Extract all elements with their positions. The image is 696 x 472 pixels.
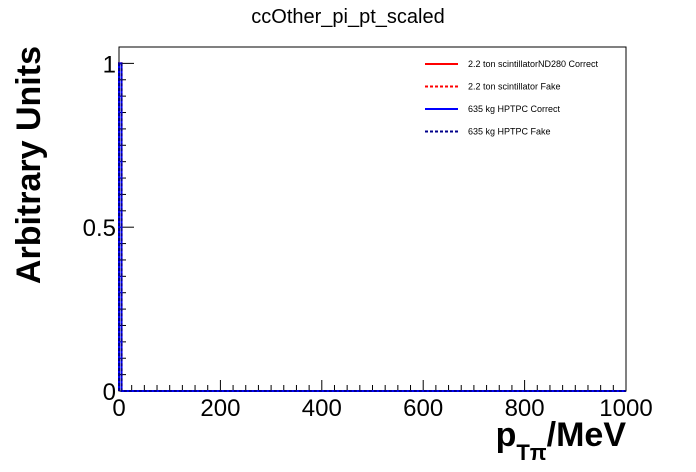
legend-label: 2.2 ton scintillator Fake bbox=[468, 82, 561, 92]
x-tick-label: 0 bbox=[112, 395, 125, 422]
x-tick-label: 1000 bbox=[599, 395, 652, 422]
y-tick-label: 1 bbox=[103, 51, 116, 78]
series-layer bbox=[118, 62, 626, 392]
x-tick-label: 800 bbox=[505, 395, 545, 422]
legend: 2.2 ton scintillatorND280 Correct 2.2 ton… bbox=[425, 59, 599, 137]
y-tick-label: 0 bbox=[103, 379, 116, 406]
x-tick-label: 600 bbox=[403, 395, 443, 422]
y-axis: 00.51 bbox=[83, 46, 134, 406]
legend-label: 635 kg HPTPC Fake bbox=[468, 127, 551, 137]
legend-label: 2.2 ton scintillatorND280 Correct bbox=[468, 59, 599, 69]
x-axis-title-main: p bbox=[496, 416, 517, 454]
plot-frame bbox=[118, 46, 627, 392]
chart-title: ccOther_pi_pt_scaled bbox=[251, 6, 444, 28]
x-axis-title: pTπ/MeV bbox=[496, 416, 627, 465]
x-tick-label: 200 bbox=[200, 395, 240, 422]
y-tick-label: 0.5 bbox=[83, 215, 116, 242]
x-axis-title-subscript: Tπ bbox=[516, 440, 546, 465]
legend-label: 635 kg HPTPC Correct bbox=[468, 104, 561, 114]
x-axis-title-unit: /MeV bbox=[547, 416, 627, 454]
y-axis-title: Arbitrary Units bbox=[10, 46, 48, 284]
x-axis: 0 200 400 600 800 1000 bbox=[112, 380, 653, 422]
series-line-3 bbox=[118, 62, 626, 392]
x-tick-label: 400 bbox=[302, 395, 342, 422]
